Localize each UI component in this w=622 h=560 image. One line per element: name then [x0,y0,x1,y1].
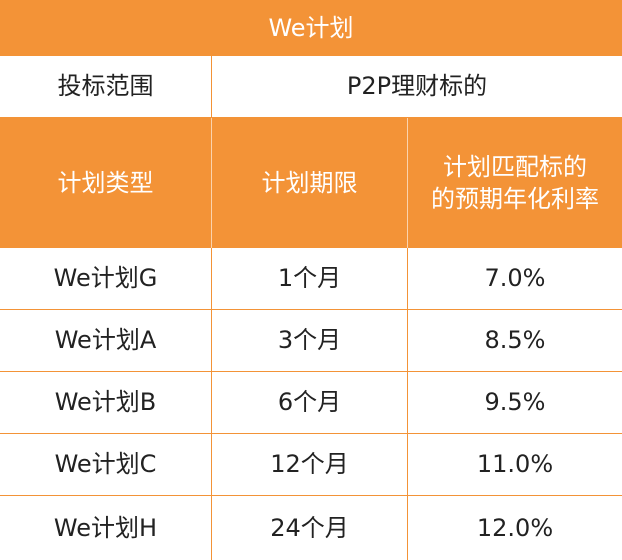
cell-plan-type: We计划H [0,496,212,560]
cell-plan-type: We计划G [0,248,212,309]
table-row: We计划A 3个月 8.5% [0,310,622,372]
table-title-row: We计划 [0,0,622,56]
cell-expected-rate: 11.0% [476,450,554,479]
header-plan-type: 计划类型 [0,118,212,248]
table-row: We计划C 12个月 11.0% [0,434,622,496]
cell-plan-type: We计划B [0,372,212,433]
cell-expected-rate: 8.5% [484,326,546,355]
column-header-row: 计划类型 计划期限 计划匹配标的 的预期年化利率 [0,118,622,248]
header-expected-rate-line2: 的预期年化利率 [431,185,599,213]
cell-plan-term: 3个月 [212,310,408,371]
header-plan-term: 计划期限 [212,118,408,248]
table-row: We计划G 1个月 7.0% [0,248,622,310]
table-title: We计划 [268,13,354,42]
scope-row: 投标范围 P2P理财标的 [0,56,622,118]
scope-value: P2P理财标的 [346,72,488,101]
cell-plan-term: 6个月 [212,372,408,433]
cell-plan-term: 24个月 [212,496,408,560]
header-expected-rate-line1: 计划匹配标的 [443,152,587,181]
cell-expected-rate: 7.0% [484,264,546,293]
scope-label: 投标范围 [0,56,212,117]
cell-plan-term: 1个月 [212,248,408,309]
cell-plan-type: We计划A [0,310,212,371]
table-row: We计划B 6个月 9.5% [0,372,622,434]
cell-expected-rate: 9.5% [484,388,546,417]
cell-expected-rate: 12.0% [476,513,554,542]
table-row: We计划H 24个月 12.0% [0,496,622,560]
cell-plan-term: 12个月 [212,434,408,495]
cell-plan-type: We计划C [0,434,212,495]
header-expected-rate: 计划匹配标的 的预期年化利率 [408,118,622,248]
